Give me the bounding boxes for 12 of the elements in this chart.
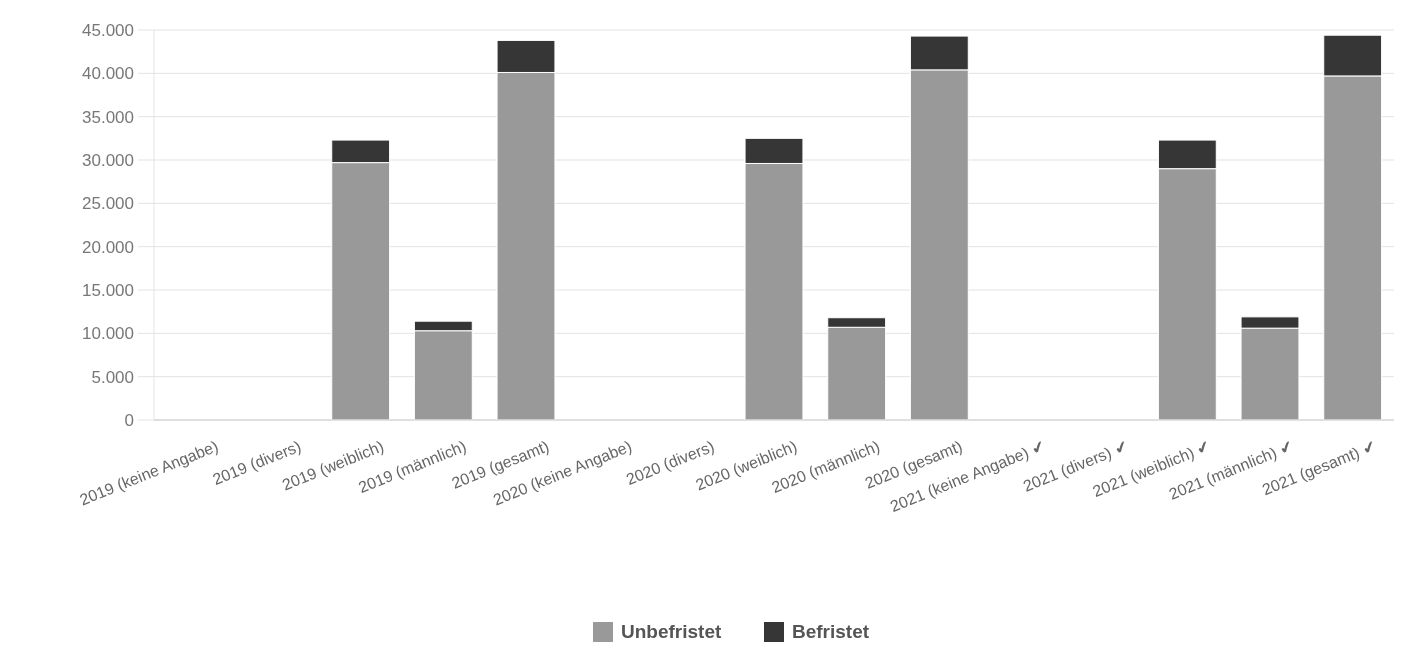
y-tick-label: 15.000 xyxy=(82,280,134,300)
y-tick-label: 0 xyxy=(124,410,134,430)
legend-label: Befristet xyxy=(792,621,870,642)
y-tick-label: 5.000 xyxy=(91,367,134,387)
y-tick-label: 25.000 xyxy=(82,194,134,214)
y-tick-label: 45.000 xyxy=(82,20,134,40)
legend-label: Unbefristet xyxy=(621,621,722,642)
y-tick-label: 40.000 xyxy=(82,64,134,84)
y-tick-label: 10.000 xyxy=(82,324,134,344)
y-tick-label: 35.000 xyxy=(82,107,134,127)
y-tick-label: 20.000 xyxy=(82,237,134,257)
y-tick-label: 30.000 xyxy=(82,150,134,170)
